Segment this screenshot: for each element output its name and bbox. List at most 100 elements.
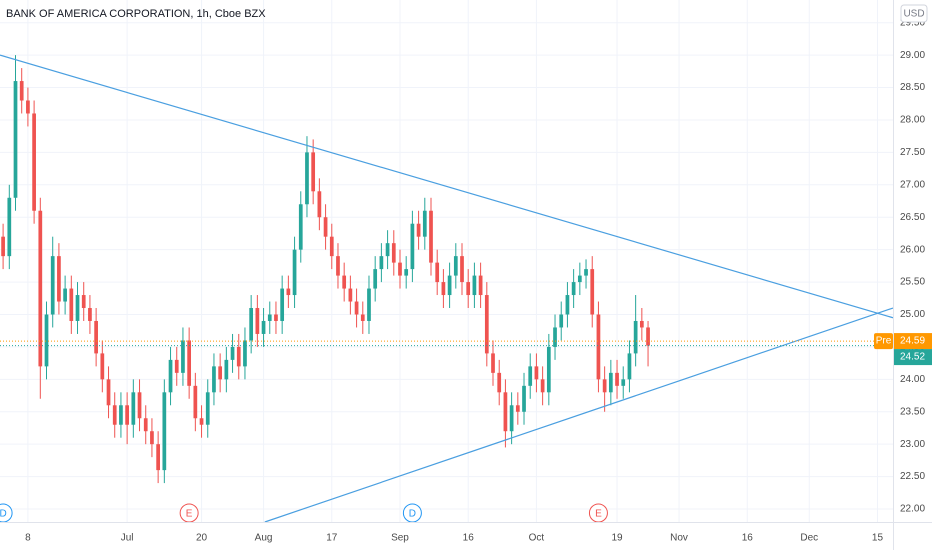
candle-body (577, 275, 582, 283)
currency-box[interactable] (900, 4, 928, 23)
candle-body (119, 405, 123, 425)
x-tick-label: Jul (121, 533, 134, 544)
y-tick-label: 22.50 (900, 471, 925, 482)
event-label: D (0, 509, 7, 520)
candle-body (367, 288, 371, 321)
y-tick-label: 25.00 (900, 309, 925, 320)
candle-body (156, 444, 160, 471)
candle-body (137, 392, 142, 419)
candle-body (646, 327, 650, 346)
y-tick-label: 27.50 (900, 147, 925, 158)
candle-body (416, 223, 421, 237)
trend-line (264, 307, 894, 523)
y-tick-label: 23.00 (900, 439, 925, 450)
candle-body (218, 366, 223, 380)
candle-body (391, 243, 396, 263)
candle-body (435, 262, 440, 283)
candle-body (7, 197, 12, 257)
candle-body (100, 353, 105, 380)
candle-body (484, 295, 489, 354)
candle-body (453, 256, 458, 276)
candle-body (447, 275, 452, 296)
candle-body (602, 379, 607, 393)
candle-body (106, 379, 111, 406)
event-label: E (186, 509, 193, 520)
candle-body (497, 372, 502, 393)
candle-body (205, 392, 210, 425)
pre-market-tag-label: Pre (876, 336, 892, 347)
candle-body (143, 418, 148, 432)
candle-body (81, 295, 86, 309)
candle-body (528, 366, 533, 386)
y-tick-label: 28.50 (900, 82, 925, 93)
candle-body (329, 236, 334, 257)
candle-body (348, 288, 353, 302)
y-tick-label: 22.00 (900, 504, 925, 515)
candle-body (546, 346, 551, 393)
candle-body (472, 275, 477, 296)
x-tick-label: Oct (529, 533, 545, 544)
x-tick-label: Aug (255, 533, 273, 544)
candle-body (429, 210, 433, 263)
candle-body (267, 314, 272, 321)
candle-body (236, 346, 241, 367)
x-tick-label: 19 (611, 533, 623, 544)
candle-body (584, 269, 588, 276)
candle-body (150, 431, 154, 445)
y-tick-label: 26.00 (900, 244, 925, 255)
last-price-value: 24.52 (900, 352, 925, 363)
candle-body (230, 346, 235, 360)
candle-body (32, 113, 36, 211)
y-tick-label: 23.50 (900, 406, 925, 417)
candle-body (336, 256, 340, 276)
candle-body (292, 249, 297, 296)
y-tick-label: 28.00 (900, 115, 925, 126)
candle-body (522, 385, 526, 412)
candle-body (323, 217, 328, 237)
candle-body (590, 269, 595, 315)
event-label: E (595, 509, 602, 520)
candle-body (379, 256, 384, 270)
candle-body (13, 81, 18, 198)
candle-body (255, 308, 260, 334)
x-tick-label: 15 (872, 533, 884, 544)
candle-body (615, 372, 619, 386)
candle-body (224, 359, 229, 380)
candle-body (193, 385, 198, 419)
grid (0, 0, 893, 522)
event-label: D (409, 509, 416, 520)
candle-body (212, 366, 216, 393)
pre-market-badge (894, 333, 932, 350)
candle-body (317, 191, 322, 218)
candle-body (596, 314, 601, 380)
candle-body (38, 210, 43, 367)
candle-body (311, 152, 316, 192)
y-tick-label: 25.50 (900, 277, 925, 288)
candle-body (466, 282, 471, 296)
candle-body (509, 405, 514, 432)
candle-body (44, 314, 49, 367)
trend-line (0, 54, 894, 319)
candle-body (354, 301, 359, 315)
candle-body (112, 405, 117, 425)
candle-body (608, 372, 613, 393)
candle-body (515, 405, 520, 412)
candle-body (503, 392, 508, 432)
candle-body (559, 314, 564, 328)
candle-body (50, 256, 55, 315)
candle-body (199, 418, 204, 425)
candle-body (621, 379, 626, 386)
candle-body (94, 320, 98, 354)
x-tick-label: Nov (670, 533, 688, 544)
x-tick-label: Dec (800, 533, 818, 544)
candle-body (88, 308, 92, 321)
candle-body (404, 269, 409, 276)
candle-body (168, 359, 173, 393)
candle-body (342, 275, 347, 289)
candle-body (261, 320, 266, 334)
x-tick-label: 8 (25, 533, 31, 544)
candle-body (274, 314, 278, 321)
candle-body (491, 353, 495, 373)
candle-body (565, 295, 570, 315)
